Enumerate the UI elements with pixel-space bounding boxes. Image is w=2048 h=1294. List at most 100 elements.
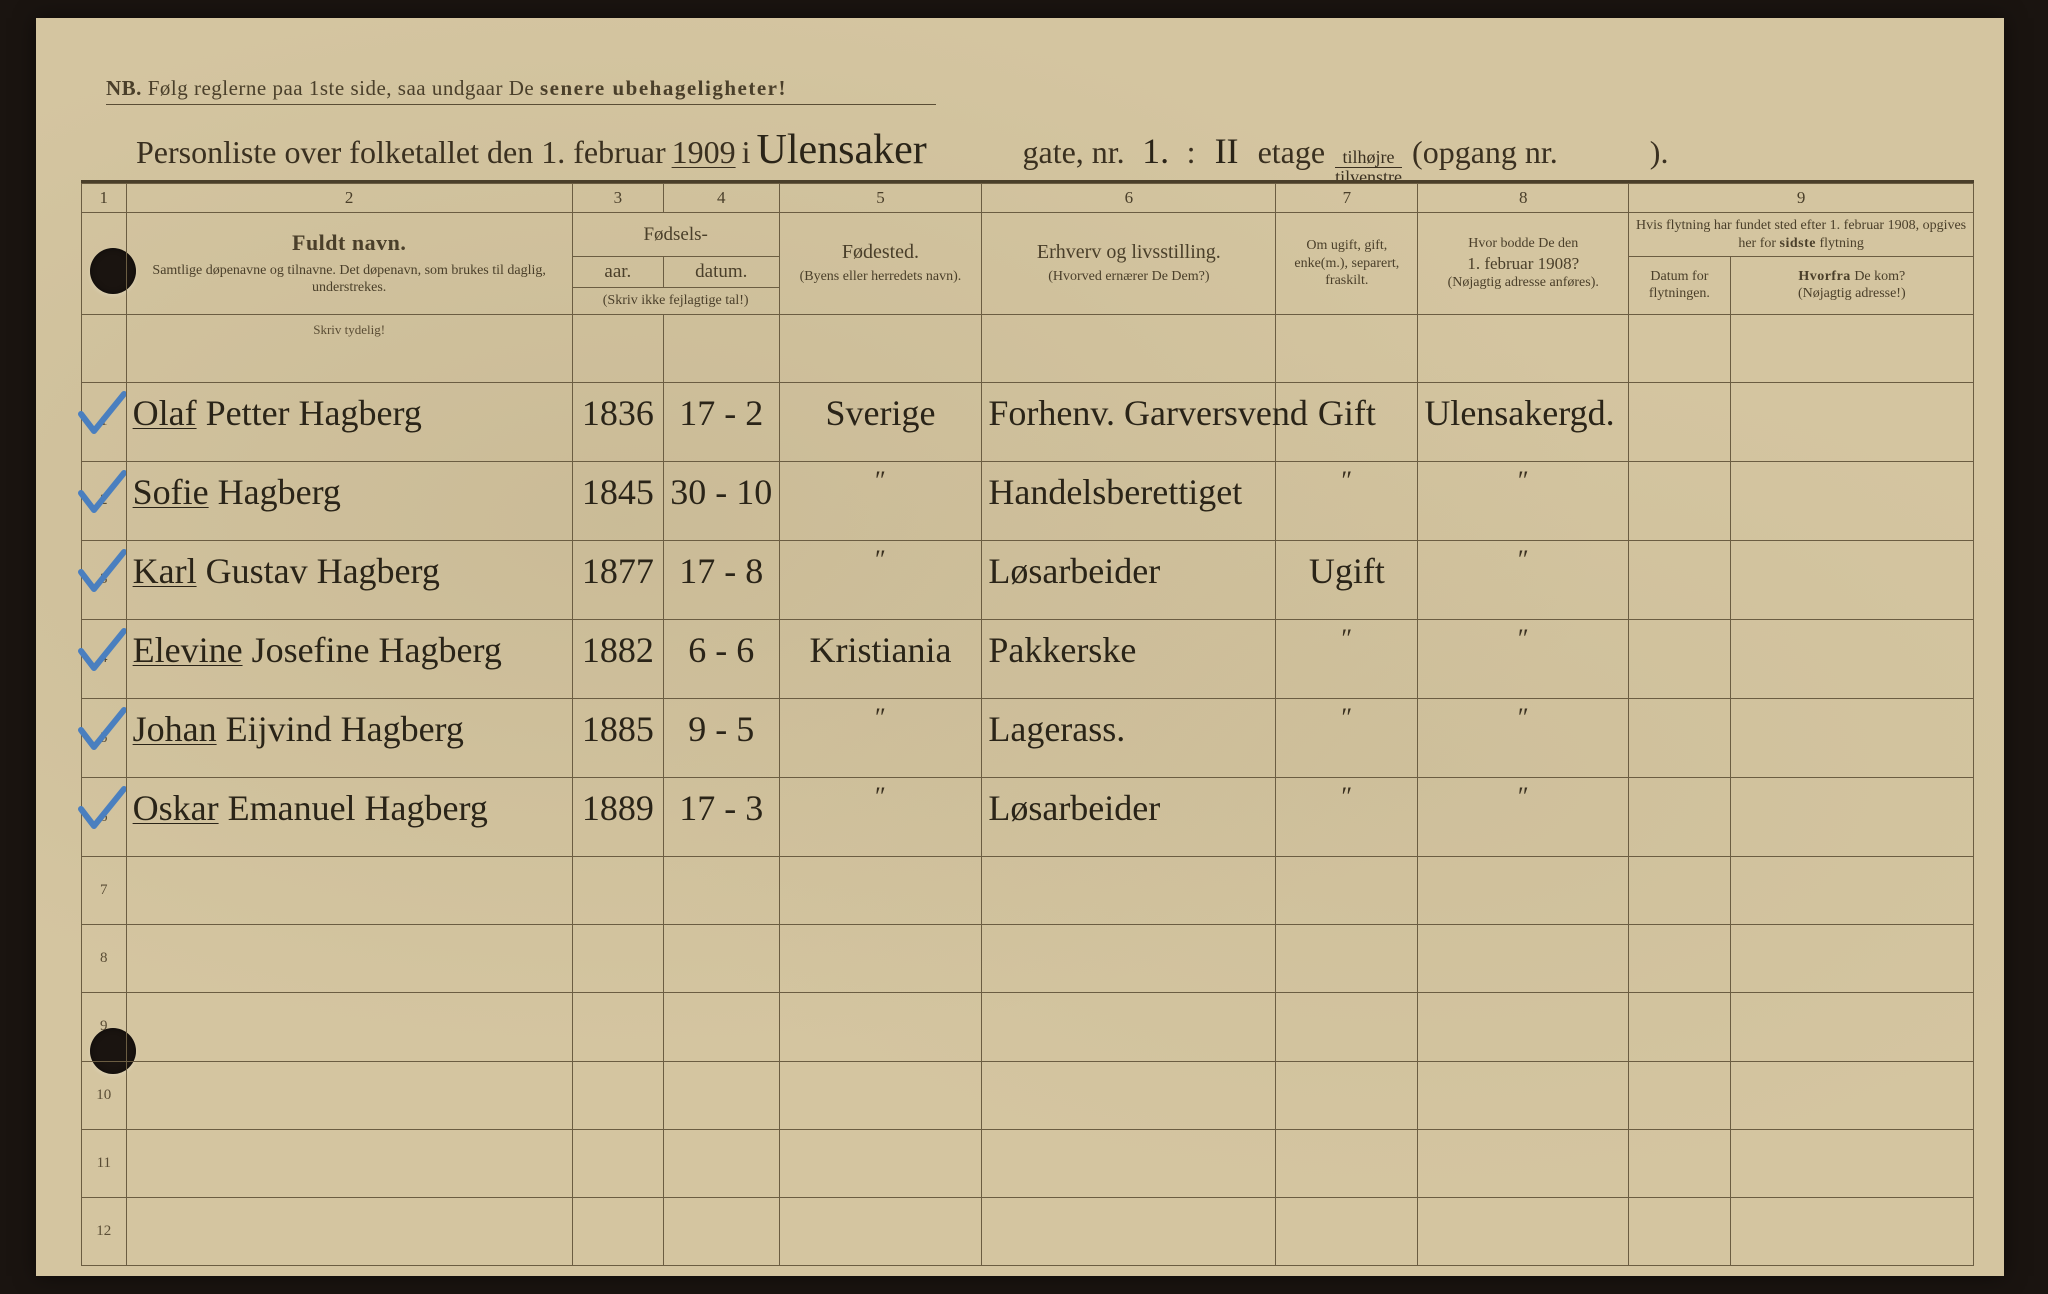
- cell-year: [572, 993, 663, 1061]
- title-etage-hw: II: [1202, 130, 1252, 172]
- cell-occupation: [982, 1129, 1276, 1197]
- hdr-fodsels: Fødsels-: [572, 213, 779, 257]
- cell-occupation: [982, 925, 1276, 993]
- colnum-1: 1: [82, 184, 127, 213]
- cell-name: [126, 1129, 572, 1197]
- colnum-2: 2: [126, 184, 572, 213]
- cell-name: Johan Eijvind Hagberg: [126, 698, 572, 777]
- cell-move-from: [1730, 857, 1973, 925]
- hdr-move-from: Hvorfra De kom? (Nøjagtig adresse!): [1730, 257, 1973, 315]
- cell-occupation: [982, 993, 1276, 1061]
- row-number: 5: [82, 698, 127, 777]
- cell-move-date: [1629, 925, 1730, 993]
- cell-move-from: [1730, 619, 1973, 698]
- cell-prev-addr: [1418, 925, 1629, 993]
- cell-birthplace: [779, 1061, 982, 1129]
- cell-year: 1845: [572, 461, 663, 540]
- cell-occupation: [982, 1197, 1276, 1265]
- cell-date: [663, 1061, 779, 1129]
- cell-prev-addr: ″: [1418, 540, 1629, 619]
- cell-move-from: [1730, 698, 1973, 777]
- cell-year: [572, 857, 663, 925]
- table-row: 4Elevine Josefine Hagberg18826 - 6Kristi…: [82, 619, 1974, 698]
- cell-name: Elevine Josefine Hagberg: [126, 619, 572, 698]
- cell-year: 1882: [572, 619, 663, 698]
- title-opgang: (opgang nr.: [1412, 134, 1558, 171]
- cell-occupation: Handelsberettiget: [982, 461, 1276, 540]
- colnum-5: 5: [779, 184, 982, 213]
- cell-birthplace: ″: [779, 461, 982, 540]
- cell-prev-addr: ″: [1418, 461, 1629, 540]
- title-opgang-close: ).: [1650, 134, 1669, 171]
- hdr-year: aar.: [572, 257, 663, 288]
- table-row: 10: [82, 1061, 1974, 1129]
- row-instr-name: Skriv tydelig!: [126, 314, 572, 382]
- hdr-birthplace: Fødested. (Byens eller herredets navn).: [779, 213, 982, 315]
- table-header: 1 2 3 4 5 6 7 8 9 Fuldt navn. Samtlige d…: [82, 184, 1974, 315]
- table-row: 12: [82, 1197, 1974, 1265]
- cell-move-date: [1629, 619, 1730, 698]
- hdr-occupation: Erhverv og livsstilling. (Hvorved ernære…: [982, 213, 1276, 315]
- cell-birthplace: [779, 857, 982, 925]
- cell-occupation: Løsarbeider: [982, 540, 1276, 619]
- cell-move-date: [1629, 540, 1730, 619]
- table-row: 11: [82, 1129, 1974, 1197]
- title-gate: gate, nr.: [1022, 134, 1124, 171]
- title-nr-hw: 1.: [1131, 130, 1181, 172]
- cell-date: 17 - 8: [663, 540, 779, 619]
- cell-move-date: [1629, 993, 1730, 1061]
- cell-year: 1889: [572, 778, 663, 857]
- cell-move-from: [1730, 778, 1973, 857]
- cell-name: [126, 925, 572, 993]
- cell-status: [1276, 1061, 1418, 1129]
- row-number: 8: [82, 925, 127, 993]
- cell-move-from: [1730, 382, 1973, 461]
- cell-year: [572, 1061, 663, 1129]
- cell-birthplace: ″: [779, 698, 982, 777]
- check-mark-icon: [76, 468, 126, 518]
- fraction-top: tilhøjre: [1335, 148, 1402, 168]
- cell-move-date: [1629, 382, 1730, 461]
- colnum-9: 9: [1629, 184, 1974, 213]
- cell-status: ″: [1276, 619, 1418, 698]
- nb-underline: [106, 104, 936, 105]
- cell-status: [1276, 1129, 1418, 1197]
- cell-move-date: [1629, 857, 1730, 925]
- nb-notice: NB. Følg reglerne paa 1ste side, saa und…: [106, 76, 787, 101]
- form-title-line: Personliste over folketallet den 1. febr…: [136, 126, 1956, 186]
- table-row: 6Oskar Emanuel Hagberg188917 - 3″Løsarbe…: [82, 778, 1974, 857]
- cell-prev-addr: ″: [1418, 698, 1629, 777]
- cell-birthplace: [779, 1197, 982, 1265]
- cell-birthplace: ″: [779, 778, 982, 857]
- row-number: 1: [82, 382, 127, 461]
- cell-date: [663, 1129, 779, 1197]
- cell-prev-addr: ″: [1418, 778, 1629, 857]
- cell-status: ″: [1276, 698, 1418, 777]
- cell-name: Oskar Emanuel Hagberg: [126, 778, 572, 857]
- cell-prev-addr: [1418, 1129, 1629, 1197]
- check-mark-icon: [76, 389, 126, 439]
- colnum-7: 7: [1276, 184, 1418, 213]
- table-row: 5Johan Eijvind Hagberg18859 - 5″Lagerass…: [82, 698, 1974, 777]
- nb-text-a: Følg reglerne paa 1ste side, saa undgaar…: [148, 76, 535, 100]
- title-colon: :: [1187, 134, 1196, 171]
- cell-name: Karl Gustav Hagberg: [126, 540, 572, 619]
- cell-date: [663, 857, 779, 925]
- cell-status: Gift: [1276, 382, 1418, 461]
- row-number: 9: [82, 993, 127, 1061]
- cell-status: [1276, 1197, 1418, 1265]
- cell-year: [572, 925, 663, 993]
- cell-birthplace: Kristiania: [779, 619, 982, 698]
- cell-occupation: [982, 1061, 1276, 1129]
- cell-name: [126, 1061, 572, 1129]
- cell-status: [1276, 925, 1418, 993]
- hdr-year-instr: (Skriv ikke fejlagtige tal!): [572, 288, 779, 315]
- hdr-move: Hvis flytning har fundet sted efter 1. f…: [1629, 213, 1974, 257]
- cell-status: ″: [1276, 778, 1418, 857]
- cell-prev-addr: [1418, 1061, 1629, 1129]
- cell-date: [663, 925, 779, 993]
- cell-year: [572, 1129, 663, 1197]
- row-number: 12: [82, 1197, 127, 1265]
- title-a: Personliste over folketallet den 1. febr…: [136, 134, 666, 171]
- cell-move-from: [1730, 461, 1973, 540]
